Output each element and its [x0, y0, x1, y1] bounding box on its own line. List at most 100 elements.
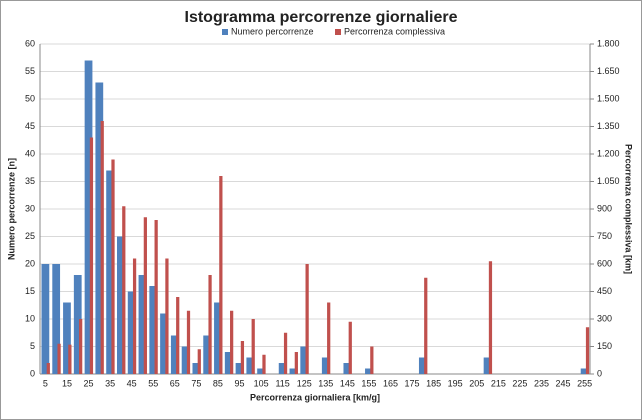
bar — [46, 363, 50, 374]
y-tick-label: 45 — [25, 121, 35, 131]
y2-tick-label: 1.050 — [597, 176, 620, 186]
x-tick-label: 95 — [235, 378, 245, 388]
x-tick-label: 255 — [577, 378, 592, 388]
y-tick-label: 60 — [25, 38, 35, 48]
bar — [327, 302, 331, 374]
bar — [181, 346, 190, 374]
bar — [100, 121, 104, 374]
y2-tick-label: 1.500 — [597, 93, 620, 103]
bar — [203, 335, 212, 374]
x-tick-label: 85 — [213, 378, 223, 388]
bar — [580, 368, 589, 374]
bar — [117, 236, 125, 374]
y-tick-label: 25 — [25, 231, 35, 241]
x-tick-label: 15 — [62, 378, 72, 388]
x-tick-label: 155 — [361, 378, 376, 388]
bar — [246, 357, 255, 374]
y2-tick-label: 0 — [597, 368, 602, 378]
bar — [488, 261, 493, 374]
bar — [257, 368, 265, 374]
bar — [219, 176, 223, 374]
x-tick-label: 35 — [105, 378, 115, 388]
x-tick-label: 105 — [254, 378, 269, 388]
bar — [305, 264, 309, 374]
y-tick-label: 35 — [25, 176, 35, 186]
bar — [483, 357, 492, 374]
bar — [235, 363, 244, 374]
x-tick-label: 175 — [405, 378, 420, 388]
bar — [154, 220, 158, 374]
y-tick-label: 20 — [25, 258, 35, 268]
x-tick-label: 135 — [318, 378, 333, 388]
x-tick-label: 185 — [426, 378, 441, 388]
x-tick-label: 145 — [340, 378, 355, 388]
x-tick-label: 125 — [297, 378, 312, 388]
bar — [111, 159, 115, 374]
bar — [160, 313, 168, 374]
bar — [186, 310, 191, 374]
bar — [365, 368, 373, 374]
x-tick-label: 245 — [556, 378, 571, 388]
bar — [370, 346, 374, 374]
bar — [143, 217, 147, 374]
bar — [348, 321, 352, 374]
bar — [57, 343, 61, 374]
y-tick-label: 10 — [25, 313, 35, 323]
y-tick-label: 30 — [25, 203, 35, 213]
bar — [585, 327, 590, 374]
y-tick-label: 15 — [25, 286, 35, 296]
bar — [278, 363, 287, 374]
y2-tick-label: 450 — [597, 286, 612, 296]
bar — [170, 335, 179, 374]
legend-label: Numero percorrenze — [231, 26, 314, 36]
bar — [321, 357, 330, 374]
bar — [240, 341, 245, 374]
y2-tick-label: 150 — [597, 341, 612, 351]
bar — [84, 60, 93, 374]
y2-tick-label: 1.800 — [597, 38, 620, 48]
bar — [165, 258, 169, 374]
y2-tick-label: 750 — [597, 231, 612, 241]
x-tick-label: 205 — [469, 378, 484, 388]
bar — [418, 357, 427, 374]
bar — [343, 363, 352, 374]
bar — [197, 349, 201, 374]
y2-tick-label: 600 — [597, 258, 612, 268]
x-tick-label: 235 — [534, 378, 549, 388]
bar — [283, 332, 288, 374]
x-tick-label: 165 — [383, 378, 398, 388]
bar — [251, 319, 255, 374]
y2-tick-label: 300 — [597, 313, 612, 323]
bar — [52, 264, 61, 374]
bar — [294, 352, 298, 374]
bar — [63, 302, 71, 374]
bar — [224, 352, 233, 374]
y-tick-label: 55 — [25, 66, 35, 76]
x-tick-label: 65 — [170, 378, 180, 388]
x-axis-label: Percorrenza giornaliera [km/g] — [250, 392, 380, 402]
bar — [230, 310, 234, 374]
bar — [300, 346, 309, 374]
bar — [89, 137, 94, 374]
x-tick-label: 195 — [448, 378, 463, 388]
bar — [138, 275, 147, 374]
bar — [176, 297, 180, 374]
bar — [127, 291, 136, 374]
y-axis-label: Numero percorrenze [n] — [6, 158, 16, 260]
bar — [122, 206, 126, 374]
x-tick-label: 75 — [191, 378, 201, 388]
y2-axis-label: Percorrenza complessiva [km] — [624, 144, 634, 274]
x-tick-label: 115 — [275, 378, 289, 388]
bar — [424, 277, 428, 374]
bar — [79, 319, 83, 374]
bar — [214, 302, 222, 374]
x-tick-label: 45 — [127, 378, 137, 388]
legend-swatch — [222, 29, 228, 35]
bar — [68, 344, 72, 374]
y2-tick-label: 900 — [597, 203, 612, 213]
y2-tick-label: 1.650 — [597, 66, 620, 76]
bar — [73, 275, 82, 374]
bar — [149, 286, 158, 374]
bar — [192, 363, 201, 374]
